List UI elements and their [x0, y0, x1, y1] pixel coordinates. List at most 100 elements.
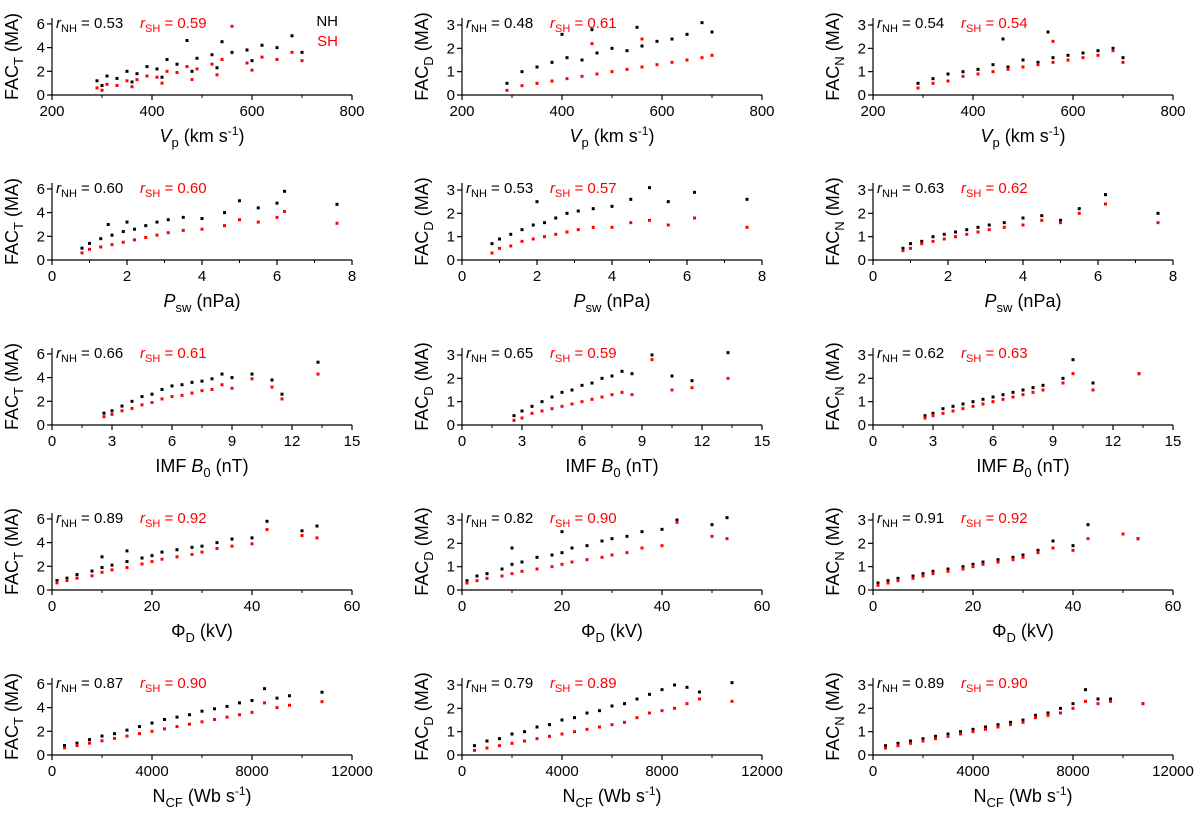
sh-point: [640, 65, 644, 69]
x-axis-label: ΦD (kV): [171, 621, 233, 645]
x-tick-label: 8000: [1056, 763, 1089, 780]
y-tick-label: 0: [858, 252, 866, 269]
x-tick-label: 600: [239, 103, 264, 120]
sh-point: [1040, 218, 1044, 222]
sh-point: [1137, 372, 1141, 376]
nh-point: [200, 217, 204, 221]
sh-point: [230, 544, 234, 548]
sh-point: [510, 741, 514, 745]
sh-point: [896, 744, 900, 748]
x-tick-label: 12: [694, 433, 711, 450]
sh-point: [560, 732, 564, 736]
y-tick-label: 1: [447, 64, 455, 81]
nh-point: [55, 579, 59, 583]
nh-point: [941, 407, 945, 411]
sh-point: [1121, 532, 1125, 536]
sh-point: [498, 744, 501, 748]
sh-point: [144, 235, 148, 239]
y-tick-label: 6: [37, 511, 45, 528]
x-tick-label: 2: [944, 268, 952, 285]
r-sh-label: rSH = 0.90: [550, 510, 617, 530]
x-tick-label: 6: [273, 268, 281, 285]
sh-point: [102, 415, 106, 419]
sh-point: [961, 74, 965, 78]
nh-point: [1036, 60, 1040, 64]
r-sh-label: rSH = 0.62: [961, 180, 1028, 200]
sh-point: [548, 734, 551, 738]
r-nh-label: rNH = 0.53: [56, 15, 123, 35]
panel-r0-c2: 200 400 600 800 0 1 2 3 FACN (MA) Vp (km s-1) rNH …: [823, 12, 1186, 150]
nh-point: [971, 400, 975, 404]
sh-point: [971, 565, 975, 569]
sh-point: [630, 393, 634, 397]
sh-point: [640, 37, 644, 41]
sh-point: [1002, 225, 1006, 229]
y-axis-label: FACN (MA): [823, 342, 847, 430]
y-axis-label: FACD (MA): [412, 12, 436, 100]
x-tick-label: 4: [1019, 268, 1027, 285]
nh-point: [630, 372, 634, 376]
y-tick-label: 2: [37, 228, 45, 245]
sh-point: [55, 581, 59, 585]
sh-point: [690, 386, 694, 390]
nh-point: [1104, 193, 1107, 197]
nh-point: [245, 48, 249, 52]
panel-r3-c0: 0 20 40 60 0 2 4 6 FACT (MA) ΦD (kV) rNH = 0.89 rSH…: [2, 508, 360, 645]
sh-point: [140, 562, 144, 566]
nh-point: [510, 562, 514, 566]
nh-point: [1021, 553, 1025, 557]
x-tick-label: 15: [344, 433, 361, 450]
sh-point: [876, 583, 880, 587]
sh-point: [660, 709, 664, 713]
x-tick-label: 200: [449, 103, 474, 120]
x-axis-label: ΦD (kV): [581, 621, 643, 645]
nh-point: [170, 384, 174, 388]
sh-point: [923, 416, 927, 420]
nh-point: [1031, 386, 1035, 390]
sh-point: [666, 223, 670, 227]
nh-point: [135, 72, 139, 76]
panel-r3-c1: 0 20 40 60 0 1 2 3 FACD (MA) ΦD (kV) rNH = 0.82 rSH…: [412, 507, 770, 645]
y-tick-label: 1: [447, 559, 455, 576]
x-tick-label: 60: [754, 598, 771, 615]
nh-point: [1066, 53, 1070, 57]
sh-point: [195, 67, 199, 71]
sh-point: [510, 572, 514, 576]
nh-point: [250, 59, 254, 63]
sh-point: [931, 414, 935, 418]
x-tick-label: 12000: [331, 763, 373, 780]
sh-point: [155, 233, 159, 237]
x-tick-label: 0: [458, 433, 466, 450]
nh-point: [1109, 697, 1112, 701]
nh-point: [498, 237, 501, 241]
y-tick-label: 0: [37, 87, 45, 104]
nh-point: [625, 534, 629, 538]
y-tick-label: 0: [37, 417, 45, 434]
r-sh-label: rSH = 0.63: [961, 345, 1028, 365]
nh-point: [155, 67, 159, 71]
y-axis-label: FACD (MA): [412, 342, 436, 430]
nh-point: [576, 209, 580, 213]
sh-point: [623, 720, 626, 724]
sh-point: [560, 404, 564, 408]
nh-point: [283, 189, 286, 193]
sh-point: [629, 221, 633, 225]
sh-point: [991, 70, 995, 74]
sh-point: [1156, 221, 1160, 225]
x-tick-label: 600: [1060, 103, 1085, 120]
nh-point: [640, 44, 644, 48]
nh-point: [961, 70, 965, 74]
sh-point: [275, 706, 279, 710]
nh-point: [88, 738, 91, 742]
nh-point: [1021, 718, 1025, 722]
nh-point: [550, 60, 554, 64]
x-tick-label: 4: [198, 268, 206, 285]
x-tick-label: 15: [754, 433, 771, 450]
x-tick-label: 800: [1160, 103, 1185, 120]
nh-point: [550, 395, 554, 399]
r-sh-label: rSH = 0.92: [140, 510, 207, 530]
sh-point: [100, 88, 104, 92]
sh-point: [909, 246, 912, 250]
sh-point: [550, 565, 554, 569]
x-tick-label: 3: [929, 433, 937, 450]
